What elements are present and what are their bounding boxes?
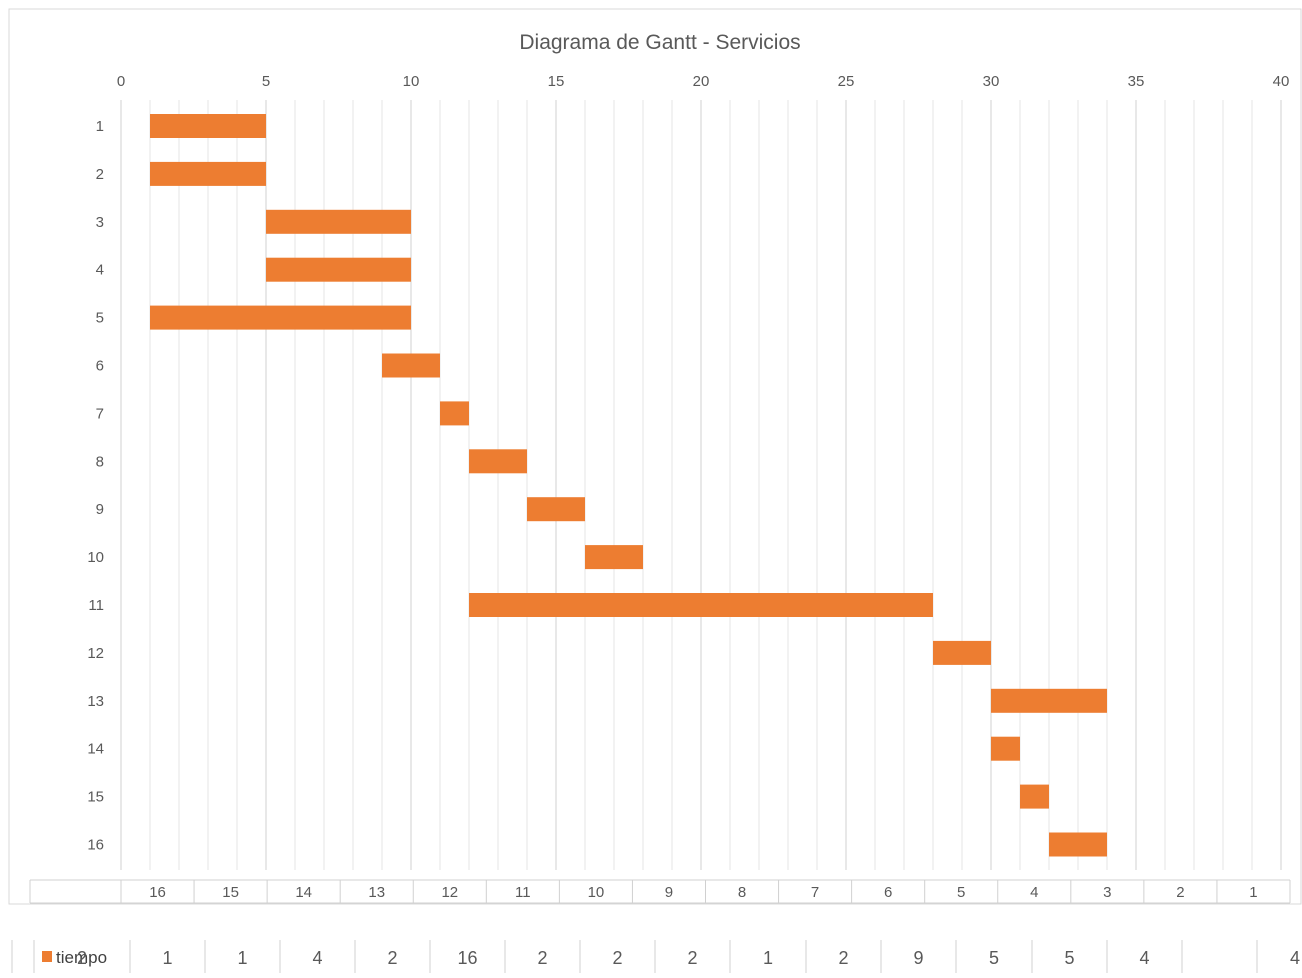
category-cell: 13 [368,884,385,901]
data-table-cell: 4 [312,948,322,968]
category-cell: 5 [957,884,965,901]
task-label: 14 [87,741,104,758]
task-bar [440,401,469,426]
task-bar [1049,832,1107,857]
category-cell: 16 [149,884,166,901]
data-table-cell: 1 [162,948,172,968]
data-table-cell: 9 [913,948,923,968]
data-table-cell: 2 [77,948,87,968]
task-label: 13 [87,693,104,710]
chart-title: Diagrama de Gantt - Servicios [519,31,800,54]
bars [150,114,1107,857]
data-table-cell: 1 [763,948,773,968]
task-bar [469,449,527,474]
category-table: 16 15 14 13 12 11 10 9 8 7 6 5 4 3 2 1 [29,879,1291,904]
task-bar [382,353,440,378]
category-cell: 2 [1176,884,1184,901]
category-cell: 12 [441,884,458,901]
chart-area-border [8,8,1302,905]
data-table-cell: 16 [457,948,477,968]
task-bar [933,640,991,665]
category-cell: 8 [738,884,746,901]
data-table-cell: 5 [989,948,999,968]
category-cell: 4 [1030,884,1038,901]
category-cell: 14 [295,884,312,901]
series-name: tiempo [56,948,107,967]
task-label: 6 [96,358,104,375]
task-label: 1 [96,118,104,135]
x-tick-label: 15 [548,73,565,90]
x-tick-label: 10 [403,73,420,90]
data-table-cell: 2 [838,948,848,968]
data-table-cell: 5 [1064,948,1074,968]
category-cell: 7 [811,884,819,901]
task-bar [469,593,933,617]
task-label: 3 [96,214,104,231]
x-tick-label: 20 [693,73,710,90]
x-tick-label: 40 [1273,73,1290,90]
category-cell: 15 [222,884,239,901]
data-table-cell: 2 [387,948,397,968]
task-bar [266,257,411,282]
x-tick-label: 0 [117,73,125,90]
task-label: 2 [96,166,104,183]
category-cell: 3 [1103,884,1111,901]
task-bar [527,497,585,522]
task-bar [150,161,266,186]
data-table-cell: 2 [612,948,622,968]
task-bar [991,736,1020,761]
category-cell: 10 [588,884,605,901]
task-label: 11 [88,597,104,614]
task-label: 10 [87,549,104,566]
data-table-cell: 4 [1290,948,1300,968]
task-bar [150,305,411,330]
x-tick-label: 35 [1128,73,1145,90]
task-label: 15 [87,789,104,806]
legend-key [42,951,52,962]
category-cell: 6 [884,884,892,901]
task-label: 16 [87,837,104,854]
x-tick-label: 5 [262,73,270,90]
task-label: 9 [96,501,104,518]
task-bar [585,545,643,570]
x-axis-ticks: 0 5 10 15 20 25 30 35 40 [117,73,1290,90]
data-table-cell: 2 [537,948,547,968]
task-label: 4 [96,262,104,279]
task-label: 5 [96,310,104,327]
task-label: 12 [87,645,104,662]
task-bar [1020,784,1049,809]
task-bar [266,209,411,234]
data-table-cell: 4 [1139,948,1149,968]
category-cell: 9 [665,884,673,901]
x-tick-label: 30 [983,73,1000,90]
category-cell: 11 [515,884,531,901]
x-tick-label: 25 [838,73,855,90]
task-bar [991,688,1107,713]
task-label: 7 [96,405,104,422]
task-label: 8 [96,453,104,470]
task-bar [150,114,266,138]
data-table-cell: 1 [237,948,247,968]
data-table-cell: 2 [687,948,697,968]
category-cell: 1 [1249,884,1257,901]
